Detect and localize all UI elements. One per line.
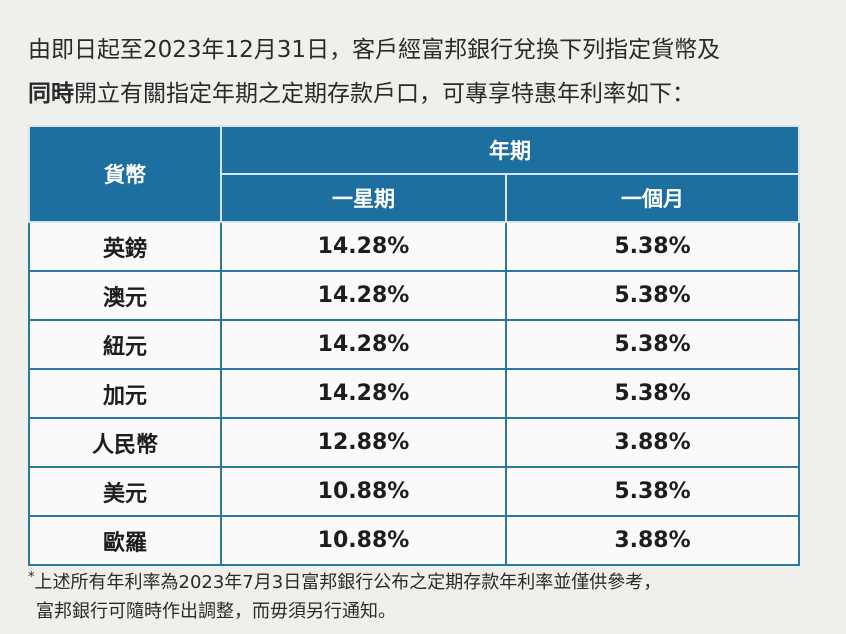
rate-cell: 14.28% xyxy=(220,221,507,272)
header-term: 年期 xyxy=(220,125,800,175)
footnote-text: 上述所有年利率為2023年7月3日富邦銀行公布之定期存款年利率並僅供參考， xyxy=(34,572,662,593)
rate-cell: 14.28% xyxy=(220,270,507,321)
table-body: 英鎊 14.28% 5.38% 澳元 14.28% 5.38% 紐元 14.28% 5.38% 加… xyxy=(28,221,800,566)
footnote-line: 富邦銀行可隨時作出調整，而毋須另行通知。 xyxy=(36,601,396,622)
currency-cell: 歐羅 xyxy=(28,515,222,566)
table-row: 加元 14.28% 5.38% xyxy=(28,368,800,419)
rate-cell: 10.88% xyxy=(220,515,507,566)
footnote-line: *上述所有年利率為2023年7月3日富邦銀行公布之定期存款年利率並僅供參考， xyxy=(28,568,661,594)
rate-cell: 5.38% xyxy=(505,368,800,419)
header-currency: 貨幣 xyxy=(28,125,222,223)
rate-table: 貨幣 年期 一星期 一個月 英鎊 14.28% 5.38% 澳元 14.28% 5.38% 紐元… xyxy=(28,125,800,566)
rate-cell: 10.88% xyxy=(220,466,507,517)
rate-cell: 3.88% xyxy=(505,417,800,468)
header-term-item: 一星期 xyxy=(220,173,507,223)
header-term-item: 一個月 xyxy=(505,173,800,223)
currency-cell: 澳元 xyxy=(28,270,222,321)
currency-cell: 人民幣 xyxy=(28,417,222,468)
footnote-marker: * xyxy=(28,570,35,585)
rate-cell: 3.88% xyxy=(505,515,800,566)
rate-cell: 12.88% xyxy=(220,417,507,468)
table-row: 紐元 14.28% 5.38% xyxy=(28,319,800,370)
currency-cell: 英鎊 xyxy=(28,221,222,272)
rate-cell: 14.28% xyxy=(220,319,507,370)
table-row: 英鎊 14.28% 5.38% xyxy=(28,221,800,272)
currency-cell: 加元 xyxy=(28,368,222,419)
rate-cell: 5.38% xyxy=(505,319,800,370)
table-row: 歐羅 10.88% 3.88% xyxy=(28,515,800,566)
currency-cell: 美元 xyxy=(28,466,222,517)
rate-cell: 5.38% xyxy=(505,466,800,517)
currency-cell: 紐元 xyxy=(28,319,222,370)
intro-text: 開立有關指定年期之定期存款戶口，可專享特惠年利率如下： xyxy=(74,81,695,107)
rate-cell: 5.38% xyxy=(505,221,800,272)
table-row: 人民幣 12.88% 3.88% xyxy=(28,417,800,468)
table-row: 澳元 14.28% 5.38% xyxy=(28,270,800,321)
intro-bold: 同時 xyxy=(28,81,74,107)
rate-cell: 5.38% xyxy=(505,270,800,321)
intro-line: 同時開立有關指定年期之定期存款戶口，可專享特惠年利率如下： xyxy=(28,74,695,108)
table-row: 美元 10.88% 5.38% xyxy=(28,466,800,517)
rate-cell: 14.28% xyxy=(220,368,507,419)
intro-line: 由即日起至2023年12月31日，客戶經富邦銀行兌換下列指定貨幣及 xyxy=(28,37,721,63)
